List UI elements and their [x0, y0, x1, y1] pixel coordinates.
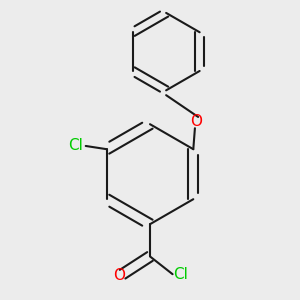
- Text: O: O: [113, 268, 125, 283]
- Text: Cl: Cl: [69, 139, 83, 154]
- Text: O: O: [190, 114, 202, 129]
- Text: Cl: Cl: [173, 267, 188, 282]
